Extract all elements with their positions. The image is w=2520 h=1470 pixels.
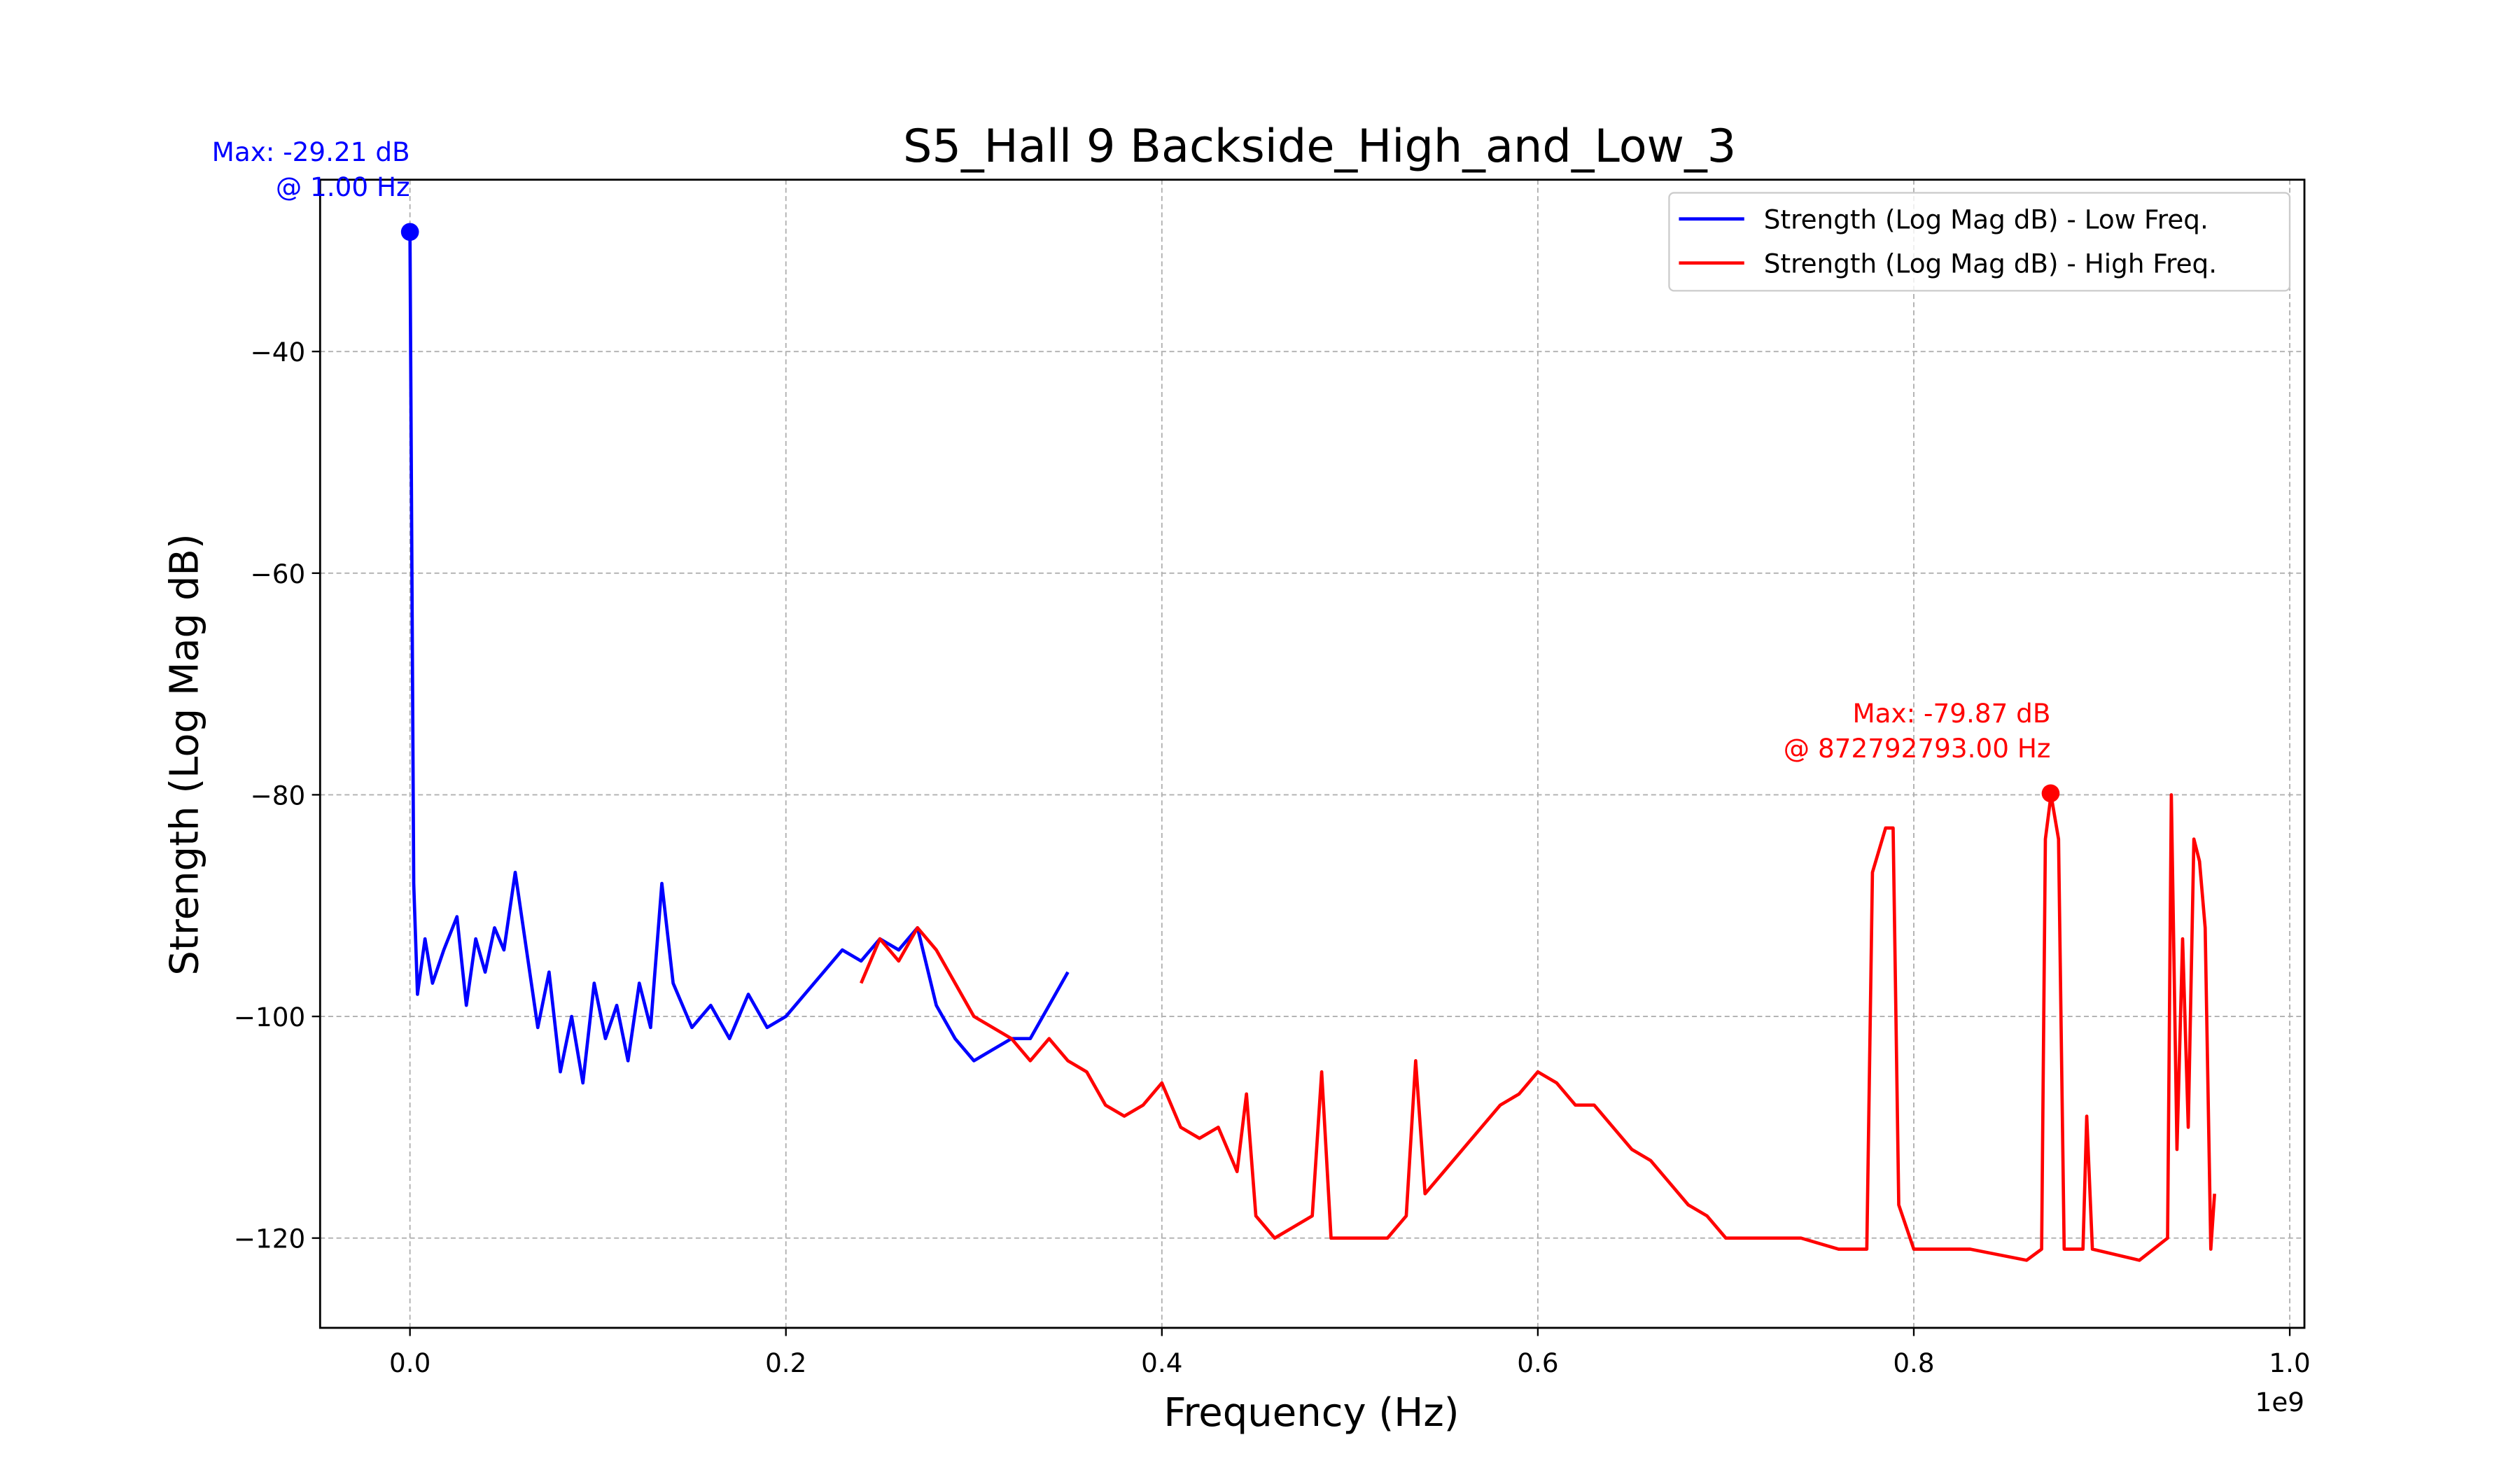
x-tick-label: 0.6 (1517, 1348, 1558, 1378)
y-axis-label: Strength (Log Mag dB) (162, 533, 207, 975)
y-tick-label: −100 (234, 1002, 305, 1032)
line-series (860, 793, 2216, 1262)
y-tick-label: −40 (251, 337, 306, 368)
line-series (408, 232, 1070, 1085)
max-marker (400, 223, 419, 241)
legend-label: Strength (Log Mag dB) - Low Freq. (1764, 204, 2208, 235)
x-tick-label: 0.8 (1893, 1348, 1934, 1378)
annotation-text: Max: -29.21 dB (212, 136, 410, 167)
y-tick-label: −120 (234, 1224, 305, 1254)
legend-box (1668, 192, 2291, 292)
annotation-text: @ 872792793.00 Hz (1784, 733, 2051, 764)
x-tick-label: 0.2 (765, 1348, 806, 1378)
y-tick-label: −80 (251, 780, 306, 811)
x-axis-label: Frequency (Hz) (1163, 1390, 1459, 1436)
x-tick-label: 1.0 (2269, 1348, 2310, 1378)
x-tick-label: 0.4 (1141, 1348, 1182, 1378)
legend-label: Strength (Log Mag dB) - High Freq. (1764, 248, 2217, 279)
annotation-text: @ 1.00 Hz (276, 172, 410, 202)
chart-title: S5_Hall 9 Backside_High_and_Low_3 (903, 120, 1736, 173)
x-offset-label: 1e9 (2255, 1387, 2304, 1418)
x-tick-label: 0.0 (389, 1348, 430, 1378)
plot-frame (318, 178, 2306, 1329)
annotation-text: Max: -79.87 dB (1852, 698, 2050, 729)
y-tick-label: −60 (251, 559, 306, 589)
max-marker (2041, 784, 2060, 803)
